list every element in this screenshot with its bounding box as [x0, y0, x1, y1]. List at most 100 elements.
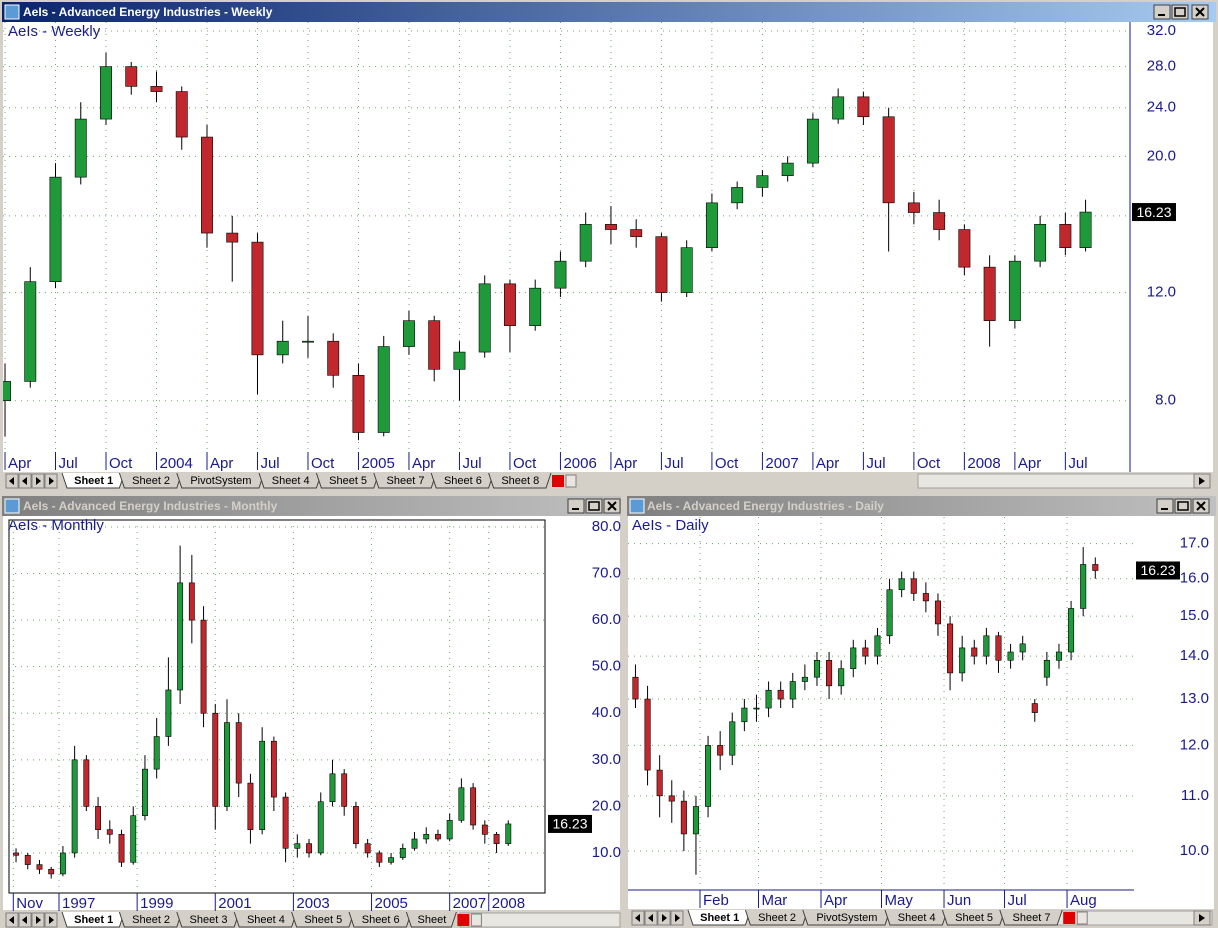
sheet-tab-label: Sheet 7: [387, 475, 425, 487]
sheet-tab-label: Sheet 4: [247, 914, 285, 926]
candle-body: [201, 136, 213, 234]
tab-split-handle[interactable]: [565, 474, 577, 488]
sheet-tab-label: Sheet 4: [898, 912, 936, 924]
x-tick-label: 1999: [140, 895, 173, 912]
title-bar[interactable]: [627, 496, 1216, 516]
daily-window: AeIs - Advanced Energy Industries - Dail…: [625, 494, 1218, 928]
candle-body: [1079, 211, 1092, 248]
candle-body: [71, 759, 78, 854]
candle-body: [1034, 224, 1047, 262]
sheet-tab[interactable]: [405, 911, 457, 928]
minimize-button[interactable]: [1156, 498, 1174, 514]
sheet-tab-label: Sheet 6: [362, 914, 400, 926]
candle-body: [493, 834, 500, 844]
y-tick-label: 10.0: [592, 844, 621, 861]
candle-body: [364, 843, 371, 854]
window-title: AeIs - Advanced Energy Industries - Mont…: [23, 499, 278, 513]
candle-body: [505, 823, 512, 844]
candle-body: [142, 768, 148, 816]
candle-body: [832, 96, 845, 120]
x-tick-label: Oct: [715, 455, 739, 472]
sheet-tab-label: Sheet 5: [329, 475, 367, 487]
sheet-tab[interactable]: [488, 472, 552, 489]
tab-split-handle[interactable]: [470, 913, 482, 927]
tab-split-handle[interactable]: [1076, 911, 1088, 925]
candle-body: [692, 806, 699, 835]
candle-body: [411, 838, 418, 849]
candle-body: [983, 635, 990, 657]
candle-body: [756, 175, 769, 188]
candle-body: [753, 707, 760, 710]
candle-body: [399, 847, 406, 858]
chart-area: [628, 516, 1214, 909]
chart: 8.012.016.020.024.028.032.0AprJulOct2004…: [3, 22, 1176, 472]
tab-overflow-indicator: [457, 914, 470, 926]
tab-nav-arrow: [662, 914, 667, 922]
minimize-button[interactable]: [1153, 4, 1171, 20]
candle-body: [276, 340, 289, 356]
candle-body: [668, 795, 675, 802]
x-tick-label: Apr: [1018, 455, 1041, 472]
candle-body: [200, 619, 207, 714]
candle-body: [765, 689, 772, 709]
candle-body: [729, 721, 736, 756]
y-tick-label: 17.0: [1180, 535, 1209, 552]
candle-body: [36, 864, 43, 870]
x-tick-label: Feb: [703, 892, 729, 909]
plot-frame: [8, 519, 546, 894]
sheet-tab-label: Sheet 5: [955, 912, 993, 924]
candle-body: [453, 351, 466, 370]
title-bar[interactable]: [2, 2, 1216, 22]
candle-body: [789, 681, 796, 700]
x-tick-label: Apr: [210, 455, 233, 472]
y-tick-label: 60.0: [592, 611, 621, 628]
monthly-window: AeIs - Advanced Energy Industries - Mont…: [0, 494, 623, 928]
tab-overflow-indicator: [552, 475, 564, 487]
candle-body: [959, 647, 966, 674]
candle-body: [341, 773, 348, 807]
candle-body: [48, 868, 55, 875]
candle-body: [458, 787, 465, 821]
candle-body: [1055, 651, 1062, 661]
y-tick-label: 30.0: [592, 751, 621, 768]
sheet-tab-label: Sheet 1: [74, 475, 113, 487]
candle-body: [226, 232, 239, 243]
candle-body: [1080, 564, 1087, 609]
candle-body: [907, 202, 920, 213]
minimize-button[interactable]: [567, 498, 585, 514]
x-tick-label: Oct: [109, 455, 133, 472]
sheet-tab[interactable]: [999, 909, 1063, 926]
candle-body: [741, 707, 748, 723]
x-tick-label: Mar: [761, 892, 787, 909]
y-tick-label: 16.0: [1180, 570, 1209, 587]
candle-body: [680, 247, 693, 293]
horizontal-scrollbar[interactable]: [459, 912, 621, 928]
x-tick-label: 2007: [453, 895, 486, 912]
y-tick-label: 20.0: [1147, 147, 1176, 164]
chart: 10.0 20.0 30.0 40.0 50.0 60.0 70.0 80.0 Nov 1997 1…: [9, 518, 621, 912]
candle-body: [270, 740, 277, 798]
sheet-tab-label: Sheet 1: [74, 914, 113, 926]
x-tick-label: 1997: [62, 895, 95, 912]
horizontal-scrollbar[interactable]: [917, 473, 1211, 489]
x-tick-label: Oct: [917, 455, 941, 472]
x-tick-label: Apr: [8, 455, 31, 472]
candle-body: [971, 647, 978, 657]
tab-nav-arrow: [9, 916, 14, 924]
candle-body: [74, 118, 87, 178]
y-tick-label: 28.0: [1147, 58, 1176, 75]
y-tick-label: 13.0: [1180, 690, 1209, 707]
candle-body: [188, 582, 195, 621]
title-bar[interactable]: [2, 496, 621, 516]
sheet-tab-label: PivotSystem: [190, 475, 251, 487]
candle-body: [478, 283, 491, 353]
x-tick-label: May: [885, 892, 914, 909]
tab-nav-arrow: [22, 916, 27, 924]
candle-body: [1019, 643, 1026, 653]
candle-body: [165, 689, 172, 737]
candle-body: [604, 224, 617, 230]
candle-body: [813, 659, 820, 678]
y-tick-label: 12.0: [1180, 736, 1209, 753]
sheet-tabs: Sheet 1 Sheet 2 PivotSystem Sheet 4 Sheet 5 S…: [5, 472, 577, 489]
candle-body: [317, 801, 324, 854]
